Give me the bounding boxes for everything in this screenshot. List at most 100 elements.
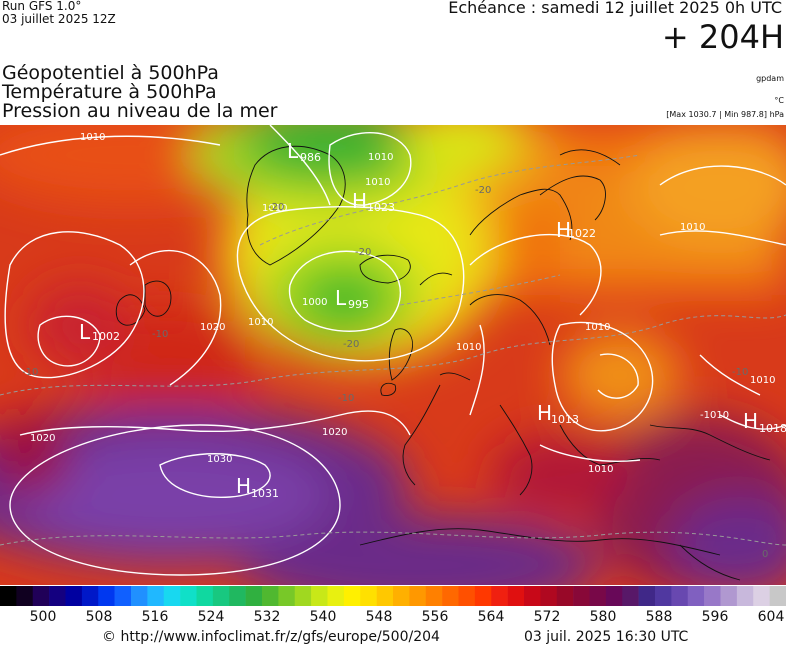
isotherm-label: -10 xyxy=(732,367,748,378)
colorbar-tick: 588 xyxy=(645,609,673,625)
colorbar-cell xyxy=(573,586,590,606)
colorbar-cell xyxy=(491,586,508,606)
high-pressure-center: H 1013 xyxy=(537,401,579,426)
colorbar-cell xyxy=(98,586,115,606)
colorbar-cell xyxy=(524,586,541,606)
low-pressure-center: L 995 xyxy=(335,286,369,311)
colorbar-cell xyxy=(65,586,83,606)
colorbar-cell xyxy=(131,586,148,606)
colorbar-cell xyxy=(49,586,66,606)
center-type: H xyxy=(236,474,251,498)
isobar-label: 1010 xyxy=(750,375,775,386)
high-pressure-center: H 1022 xyxy=(556,218,596,242)
low-pressure-center: L 1002 xyxy=(79,320,120,344)
colorbar-cell xyxy=(769,586,786,606)
weather-map: 1010 1010 1000 1010 1020 1010 1010 1010 … xyxy=(0,125,786,585)
colorbar-cell xyxy=(655,586,672,606)
isotherm-label: -20 xyxy=(268,202,284,213)
isotherm-label: -10 xyxy=(152,329,168,340)
colorbar-cell xyxy=(589,586,607,606)
colorbar-cell xyxy=(393,586,410,606)
geopotential-field xyxy=(0,125,786,585)
colorbar-cell xyxy=(0,586,17,606)
colorbar-cell xyxy=(81,586,99,606)
isobar-label: 1010 xyxy=(262,203,287,214)
high-pressure-center: H 1018 xyxy=(743,409,786,435)
pressure-range: [Max 1030.7 | Min 987.8] hPa xyxy=(666,110,784,119)
unit-temperature: °C xyxy=(774,96,784,105)
forecast-lead-time: + 204H xyxy=(661,18,784,56)
isotherm-labels: -20 -20 -20 -20 -10 -10 -10 -10 0 xyxy=(22,185,768,560)
colorbar-cell xyxy=(376,586,394,606)
colorbar-cell xyxy=(294,586,312,606)
run-title: Run GFS 1.0° xyxy=(2,0,82,13)
isobars xyxy=(0,125,786,576)
colorbar-cell xyxy=(262,586,279,606)
center-type: H xyxy=(743,409,758,433)
colorbar-cell xyxy=(687,586,705,606)
colorbar-cell xyxy=(196,586,214,606)
colorbar xyxy=(0,586,786,606)
coastlines xyxy=(115,145,771,581)
center-value: 1018 xyxy=(759,422,786,435)
colorbar-cell xyxy=(425,586,443,606)
isobar-label: 1010 xyxy=(680,222,705,233)
source-url[interactable]: © http://www.infoclimat.fr/z/gfs/europe/… xyxy=(102,629,440,645)
colorbar-cell xyxy=(442,586,459,606)
colorbar-tick: 604 xyxy=(757,609,785,625)
center-value: 986 xyxy=(300,151,321,164)
unit-geopotential: gpdam xyxy=(756,74,784,83)
isobar-label: 1010 xyxy=(588,464,613,475)
colorbar-tick: 548 xyxy=(365,609,393,625)
center-value: 1013 xyxy=(551,413,579,426)
colorbar-cell xyxy=(409,586,427,606)
colorbar-cell xyxy=(736,586,754,606)
isotherm-label: -20 xyxy=(475,185,491,196)
isobar-label: 1010 xyxy=(456,342,481,353)
isobar-label: 1030 xyxy=(207,454,232,465)
colorbar-cell xyxy=(32,586,50,606)
isobar-label: 1000 xyxy=(302,297,327,308)
colorbar-tick: 508 xyxy=(85,609,113,625)
isobar-label: 1010 xyxy=(365,177,390,188)
colorbar-cell xyxy=(16,586,34,606)
colorbar-tick: 556 xyxy=(421,609,449,625)
isotherms xyxy=(0,154,786,546)
colorbar-cell xyxy=(212,586,230,606)
colorbar-tick: 580 xyxy=(589,609,617,625)
colorbar-cell xyxy=(540,586,558,606)
low-pressure-center: L 986 xyxy=(287,139,321,164)
forecast-valid-time: Echéance : samedi 12 juillet 2025 0h UTC xyxy=(448,0,782,17)
title-geopotential: Géopotentiel à 500hPa xyxy=(2,62,219,84)
colorbar-tick-labels: 500 508 516 524 532 540 548 556 564 572 … xyxy=(0,609,786,627)
isobar-label: 1010 xyxy=(80,132,105,143)
colorbar-tick: 572 xyxy=(533,609,561,625)
colorbar-cell xyxy=(671,586,689,606)
isobar-label: 1020 xyxy=(200,322,225,333)
isobar-label: 1010 xyxy=(585,322,610,333)
colorbar-cell xyxy=(556,586,574,606)
colorbar-tick: 532 xyxy=(253,609,281,625)
high-pressure-center: H 1031 xyxy=(236,474,279,500)
center-value: 1023 xyxy=(367,201,395,214)
isotherm-label: -10 xyxy=(338,393,354,404)
colorbar-cell xyxy=(278,586,296,606)
colorbar-cell xyxy=(458,586,476,606)
title-pressure: Pression au niveau de la mer xyxy=(2,100,278,122)
isotherm-label: 0 xyxy=(762,549,768,560)
colorbar-cell xyxy=(163,586,181,606)
center-type: H xyxy=(352,189,367,213)
colorbar-cell xyxy=(507,586,525,606)
colorbar-cell xyxy=(327,586,345,606)
colorbar-cell xyxy=(147,586,165,606)
colorbar-tick: 564 xyxy=(477,609,505,625)
isotherm-label: -10 xyxy=(22,367,38,378)
isobar-label: -1010 xyxy=(700,410,729,421)
colorbar-cell xyxy=(474,586,492,606)
colorbar-cell xyxy=(229,586,246,606)
center-value: 995 xyxy=(348,298,369,311)
colorbar-cell xyxy=(311,586,328,606)
colorbar-tick: 524 xyxy=(197,609,225,625)
center-type: H xyxy=(556,218,571,242)
isobar-label: 1020 xyxy=(30,433,55,444)
